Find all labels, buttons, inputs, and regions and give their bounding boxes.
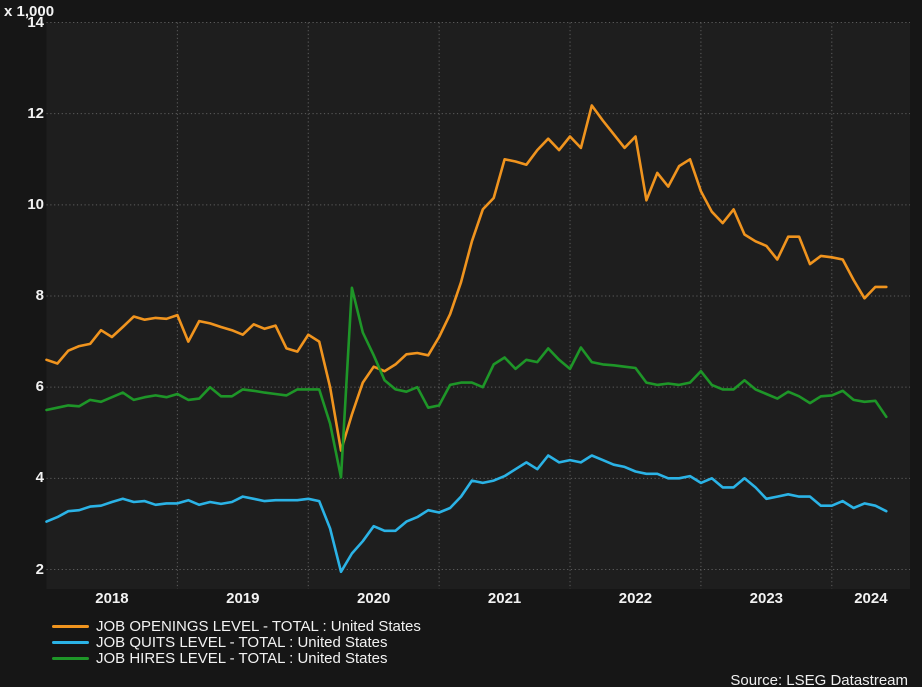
x-tick-label: 2019: [226, 590, 260, 607]
legend-label-hires: JOB HIRES LEVEL - TOTAL : United States: [96, 649, 388, 667]
x-tick-label: 2020: [357, 590, 391, 607]
legend-item-quits: JOB QUITS LEVEL - TOTAL : United States: [52, 633, 421, 651]
y-tick-label: 10: [27, 195, 44, 213]
y-tick-label: 4: [35, 469, 44, 487]
openings-line-swatch: [52, 624, 89, 628]
x-tick-label: 2024: [854, 590, 888, 607]
series-line-hires: [45, 286, 888, 479]
y-tick-label: 6: [35, 378, 44, 396]
y-tick-label: 8: [35, 287, 44, 304]
hires-line-swatch: [52, 656, 89, 660]
x-tick-label: 2023: [749, 590, 784, 607]
legend-label-quits: JOB QUITS LEVEL - TOTAL : United States: [96, 633, 388, 651]
series-line-quits: [45, 454, 888, 574]
x-tick-label: 2022: [618, 590, 653, 607]
y-axis-unit-label: x 1,000: [4, 3, 55, 20]
legend-item-openings: JOB OPENINGS LEVEL - TOTAL : United Stat…: [52, 617, 421, 635]
quits-line-swatch: [52, 640, 89, 644]
x-tick-label: 2018: [95, 590, 129, 607]
legend-item-hires: JOB HIRES LEVEL - TOTAL : United States: [52, 649, 421, 667]
legend: JOB OPENINGS LEVEL - TOTAL : United Stat…: [52, 618, 421, 667]
source-attribution: Source: LSEG Datastream: [730, 672, 908, 687]
plot-background: [46, 22, 910, 589]
legend-label-openings: JOB OPENINGS LEVEL - TOTAL : United Stat…: [96, 617, 421, 635]
series-line-openings: [45, 104, 888, 452]
y-tick-label: 2: [35, 560, 44, 578]
y-tick-label: 12: [27, 104, 44, 122]
x-tick-label: 2021: [487, 590, 522, 607]
y-tick-label: 14: [27, 13, 44, 31]
